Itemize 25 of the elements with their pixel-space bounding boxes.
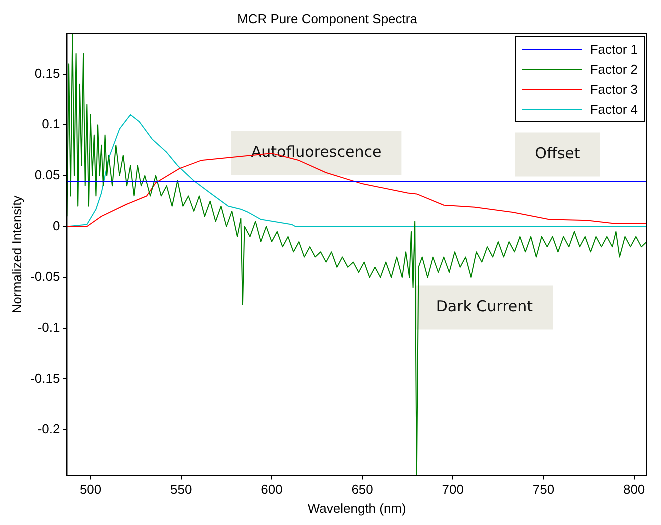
y-tick-label: 0.05 <box>34 167 60 182</box>
y-tick-label: 0.1 <box>42 116 60 132</box>
x-tick-label: 800 <box>623 482 646 498</box>
x-tick-label: 600 <box>261 482 283 498</box>
y-tick-label: -0.2 <box>38 422 60 437</box>
y-axis-title: Normalized Intensity <box>9 195 24 314</box>
x-tick-label: 700 <box>442 482 464 498</box>
annotation: Autofluorescence <box>251 142 382 161</box>
y-tick-label: 0 <box>52 218 60 234</box>
annotation: Dark Current <box>436 298 534 316</box>
chart-title: MCR Pure Component Spectra <box>238 11 418 26</box>
x-tick-label: 500 <box>80 482 102 498</box>
legend-label: Factor 1 <box>590 42 638 56</box>
y-tick-label: -0.05 <box>30 269 60 284</box>
x-tick-label: 550 <box>170 482 192 498</box>
x-tick-label: 650 <box>352 482 374 498</box>
x-axis-title: Wavelength (nm) <box>308 500 406 516</box>
y-tick-label: 0.15 <box>34 66 60 81</box>
y-tick-label: -0.1 <box>38 320 60 335</box>
legend-label: Factor 2 <box>590 62 638 76</box>
annotation: Offset <box>535 144 580 163</box>
y-tick-label: -0.15 <box>30 370 60 386</box>
x-tick-label: 750 <box>532 482 555 498</box>
legend-label: Factor 3 <box>590 82 638 96</box>
legend-label: Factor 4 <box>590 102 638 116</box>
